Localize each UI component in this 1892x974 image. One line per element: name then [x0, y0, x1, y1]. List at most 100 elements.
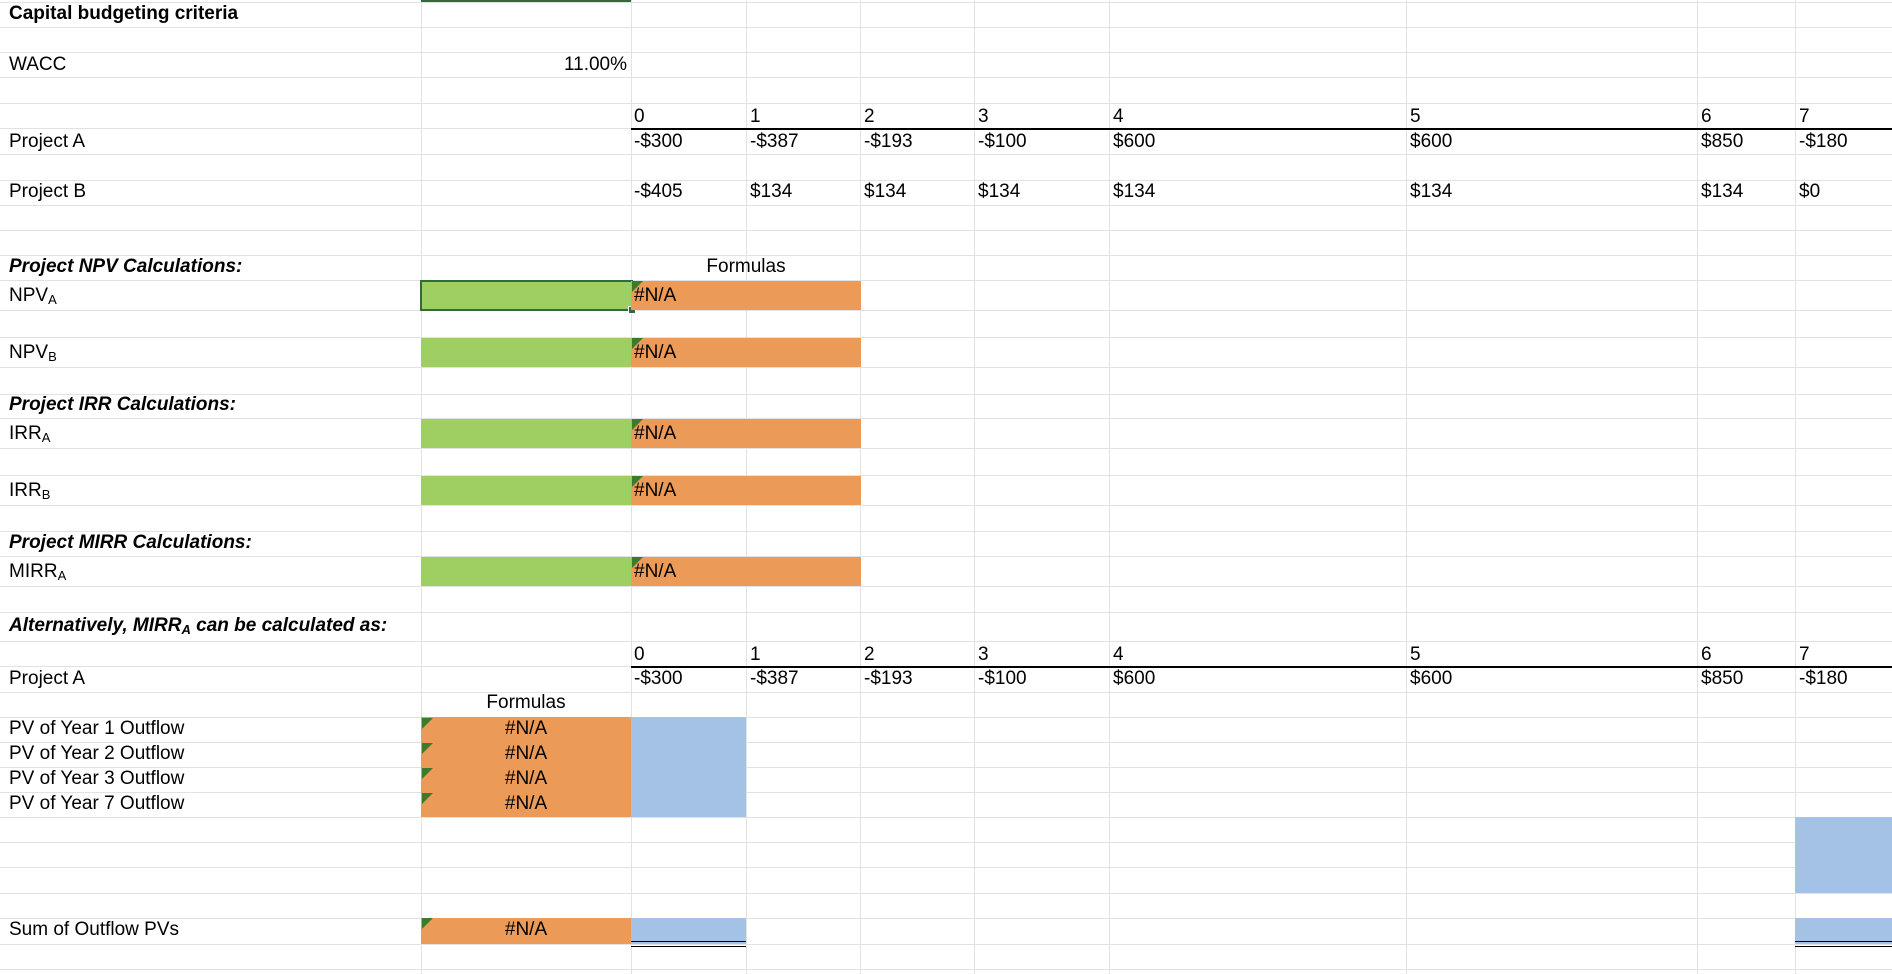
na-value: #N/A: [504, 919, 548, 940]
irr-a-input-cell[interactable]: [421, 419, 631, 448]
column-selection-indicator: [421, 0, 631, 2]
irr-b-input-cell[interactable]: [421, 476, 631, 505]
pv-formula-block[interactable]: [421, 717, 631, 817]
gridline: [0, 717, 1892, 718]
cashflow-cell[interactable]: $134: [864, 181, 907, 202]
gridline: [0, 77, 1892, 78]
gridline: [0, 944, 1892, 945]
na-value[interactable]: #N/A: [504, 793, 548, 814]
period-header: 2: [864, 106, 875, 127]
pv-row-label: PV of Year 2 Outflow: [9, 743, 185, 764]
na-value[interactable]: #N/A: [504, 718, 548, 739]
cashflow-cell[interactable]: -$193: [864, 131, 913, 152]
comment-marker: [422, 718, 433, 729]
mirr-a-formula-cell[interactable]: [631, 557, 861, 586]
comment-marker: [632, 281, 643, 292]
na-value: #N/A: [634, 342, 677, 363]
period-header: 4: [1113, 106, 1124, 127]
na-value[interactable]: #N/A: [504, 768, 548, 789]
wacc-label: WACC: [9, 54, 67, 75]
cashflow-cell[interactable]: -$387: [750, 668, 799, 689]
npv-a-formula-cell[interactable]: [631, 281, 861, 310]
formulas-header: Formulas: [486, 692, 566, 713]
double-underline: [631, 941, 746, 947]
wacc-value-cell[interactable]: 11.00%: [563, 54, 627, 75]
formulas-header: Formulas: [706, 256, 786, 277]
gridline: [0, 27, 1892, 28]
header-underline: [631, 128, 1892, 130]
cashflow-cell[interactable]: -$100: [978, 668, 1027, 689]
gridline: [0, 418, 1892, 419]
cashflow-cell[interactable]: $600: [1113, 131, 1156, 152]
cashflow-cell[interactable]: $134: [1410, 181, 1453, 202]
gridline: [0, 394, 1892, 395]
irr-b-label: IRRB: [9, 480, 51, 502]
gridline: [1109, 0, 1110, 974]
npv-a-label: NPVA: [9, 285, 57, 307]
cashflow-cell[interactable]: -$300: [634, 131, 683, 152]
cashflow-cell[interactable]: $600: [1113, 668, 1156, 689]
project-a-label: Project A: [9, 668, 86, 689]
cashflow-cell[interactable]: $0: [1799, 181, 1821, 202]
gridline: [0, 180, 1892, 181]
gridline: [0, 337, 1892, 338]
period-header: 2: [864, 644, 875, 665]
cashflow-cell[interactable]: $134: [1113, 181, 1156, 202]
cashflow-cell[interactable]: $600: [1410, 131, 1453, 152]
cashflow-cell[interactable]: $134: [978, 181, 1021, 202]
cashflow-cell[interactable]: $850: [1701, 668, 1744, 689]
cashflow-cell[interactable]: -$100: [978, 131, 1027, 152]
header-underline: [631, 666, 1892, 668]
sum-input-cell[interactable]: [1795, 918, 1892, 944]
cashflow-cell[interactable]: -$405: [634, 181, 683, 202]
gridline: [0, 475, 1892, 476]
pv-row-label: PV of Year 3 Outflow: [9, 768, 185, 789]
cashflow-cell[interactable]: -$180: [1799, 668, 1848, 689]
irr-b-formula-cell[interactable]: [631, 476, 861, 505]
cashflow-cell[interactable]: $134: [750, 181, 793, 202]
mirr-a-input-cell[interactable]: [421, 557, 631, 586]
cashflow-cell[interactable]: $600: [1410, 668, 1453, 689]
na-value: #N/A: [634, 423, 677, 444]
na-value[interactable]: #N/A: [504, 743, 548, 764]
comment-marker: [422, 918, 433, 929]
period-header: 1: [750, 106, 761, 127]
irr-section-heading: Project IRR Calculations:: [9, 394, 236, 415]
gridline: [0, 230, 1892, 231]
period-header: 1: [750, 644, 761, 665]
sum-input-cell[interactable]: [631, 918, 746, 944]
npv-section-heading: Project NPV Calculations:: [9, 256, 243, 277]
cashflow-cell[interactable]: -$387: [750, 131, 799, 152]
npv-b-formula-cell[interactable]: [631, 338, 861, 367]
period-header: 3: [978, 106, 989, 127]
gridline: [0, 52, 1892, 53]
gridline: [0, 842, 1892, 843]
gridline: [0, 556, 1892, 557]
cashflow-cell[interactable]: $134: [1701, 181, 1744, 202]
gridline: [0, 280, 1892, 281]
cashflow-cell[interactable]: -$300: [634, 668, 683, 689]
gridline: [0, 792, 1892, 793]
irr-a-formula-cell[interactable]: [631, 419, 861, 448]
cashflow-cell[interactable]: $850: [1701, 131, 1744, 152]
pv-input-block[interactable]: [631, 717, 746, 817]
alt-mirr-heading: Alternatively, MIRRA can be calculated a…: [9, 615, 388, 637]
period-header: 5: [1410, 106, 1421, 127]
npv-b-input-cell[interactable]: [421, 338, 631, 367]
gridline: [0, 767, 1892, 768]
compounding-input-block[interactable]: [1795, 817, 1892, 893]
gridline: [0, 641, 1892, 642]
gridline: [0, 103, 1892, 104]
period-header: 3: [978, 644, 989, 665]
comment-marker: [632, 419, 643, 430]
mirr-section-heading: Project MIRR Calculations:: [9, 532, 252, 553]
comment-marker: [422, 768, 433, 779]
npv-a-input-cell[interactable]: [421, 281, 631, 310]
irr-a-label: IRRA: [9, 423, 51, 445]
gridline: [0, 448, 1892, 449]
cashflow-cell[interactable]: -$193: [864, 668, 913, 689]
sum-formula-cell[interactable]: [421, 918, 631, 944]
sheet-title: Capital budgeting criteria: [9, 3, 239, 24]
cashflow-cell[interactable]: -$180: [1799, 131, 1848, 152]
